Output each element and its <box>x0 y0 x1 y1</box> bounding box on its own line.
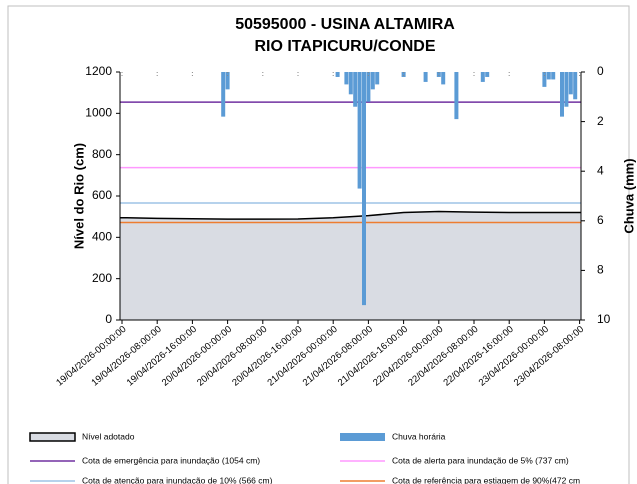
rain-bar <box>560 72 564 117</box>
chart-subtitle: RIO ITAPICURU/CONDE <box>254 38 435 55</box>
y-tick-label: 800 <box>92 147 112 161</box>
y-tick-label: 400 <box>92 230 112 244</box>
y2-tick-label: 10 <box>597 312 611 326</box>
rain-bar <box>401 72 406 77</box>
rain-bar <box>366 72 371 102</box>
rain-bar <box>546 72 551 80</box>
legend-label: Chuva horária <box>392 431 446 441</box>
rain-bar <box>362 72 366 306</box>
rain-bar <box>221 72 226 117</box>
rain-bar <box>225 72 230 90</box>
rain-bar <box>357 72 362 189</box>
rain-bar <box>353 72 358 107</box>
rain-bar <box>436 72 441 77</box>
legend-label: Cota de referência para estiagem de 90%(… <box>392 475 580 484</box>
y2-tick-label: 0 <box>597 64 604 78</box>
level-line <box>120 210 581 220</box>
y-tick-label: 1000 <box>85 106 112 120</box>
y-axis-label: Nível do Rio (cm) <box>71 143 86 249</box>
y-tick-label: 1200 <box>85 64 112 78</box>
y-tick-label: 0 <box>105 312 112 326</box>
rain-bar <box>485 72 490 77</box>
y2-tick-label: 6 <box>597 213 604 227</box>
rain-bar <box>370 72 375 90</box>
y2-tick-label: 2 <box>597 114 604 128</box>
rain-bar <box>551 72 556 80</box>
rain-bar <box>348 72 353 95</box>
chart-frame <box>7 5 630 484</box>
y-tick-label: 600 <box>92 188 112 202</box>
rain-bar <box>344 72 349 85</box>
legend-label: Nível adotado <box>82 431 135 441</box>
y2-tick-label: 4 <box>597 163 604 177</box>
rain-bar <box>441 72 446 85</box>
rain-bar <box>564 72 569 107</box>
legend-swatch <box>340 433 385 441</box>
legend-swatch <box>29 432 76 442</box>
rain-bar <box>375 72 380 85</box>
rain-bar <box>542 72 547 87</box>
legend-label: Cota de emergência para inundação (1054 … <box>82 455 260 465</box>
rain-bar <box>335 72 340 77</box>
y2-tick-label: 8 <box>597 263 604 277</box>
legend-label: Cota de atenção para inundação de 10% (5… <box>82 475 273 484</box>
y2-axis-label: Chuva (mm) <box>621 158 636 233</box>
rain-bar <box>480 72 485 82</box>
rain-bar <box>568 72 573 95</box>
y-tick-label: 200 <box>92 271 112 285</box>
level-area <box>120 211 581 320</box>
rain-bar <box>423 72 428 82</box>
chart-title: 50595000 - USINA ALTAMIRA <box>235 16 455 33</box>
rain-bar <box>573 72 578 100</box>
rain-bar <box>454 72 459 120</box>
legend-label: Cota de alerta para inundação de 5% (737… <box>392 455 569 465</box>
